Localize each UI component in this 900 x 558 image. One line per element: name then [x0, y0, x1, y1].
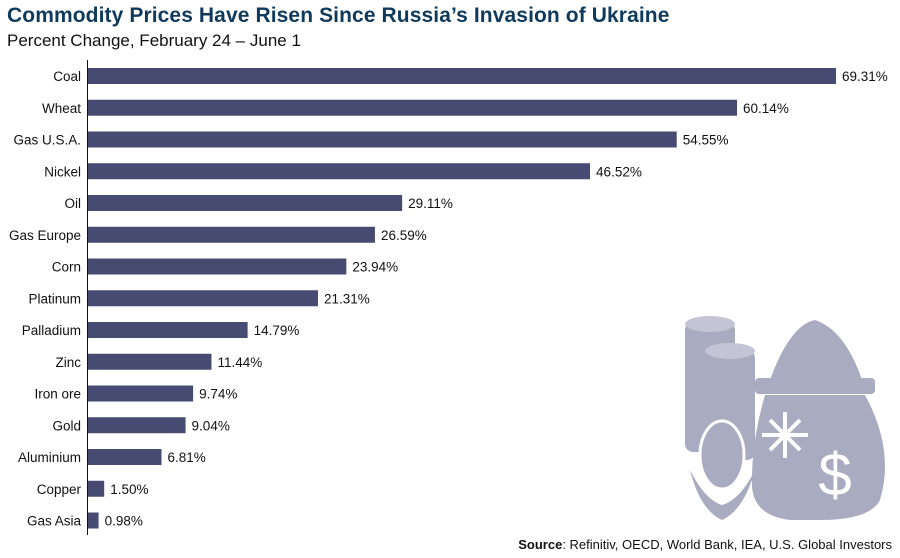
data-label: 9.74% — [199, 387, 237, 402]
bar — [88, 480, 105, 497]
data-label: 23.94% — [352, 260, 398, 275]
data-label: 9.04% — [192, 418, 230, 433]
category-label: Iron ore — [34, 387, 81, 402]
category-label: Gas Europe — [9, 228, 81, 243]
category-label: Wheat — [42, 101, 81, 116]
svg-text:$: $ — [818, 441, 851, 508]
data-label: 69.31% — [842, 69, 888, 84]
category-label: Nickel — [44, 164, 81, 179]
data-label: 60.14% — [743, 101, 789, 116]
commodities-icon: $ — [685, 316, 885, 520]
data-label: 1.50% — [110, 482, 148, 497]
category-label: Coal — [53, 69, 81, 84]
data-label: 26.59% — [381, 228, 427, 243]
data-label: 0.98% — [105, 514, 143, 529]
bar — [88, 163, 591, 180]
data-label: 21.31% — [324, 291, 370, 306]
bar — [88, 449, 162, 465]
data-label: 54.55% — [683, 133, 729, 148]
category-label: Gas U.S.A. — [13, 133, 81, 148]
category-label: Palladium — [22, 323, 81, 338]
bar — [88, 512, 99, 529]
category-label: Platinum — [28, 291, 81, 306]
bar — [88, 290, 318, 307]
data-label: 14.79% — [254, 323, 300, 338]
source-text: : Refinitiv, OECD, World Bank, IEA, U.S.… — [562, 537, 892, 552]
category-label: Aluminium — [18, 450, 81, 465]
bar — [88, 385, 194, 402]
category-label: Copper — [37, 482, 82, 497]
category-label: Corn — [52, 260, 81, 275]
bar — [88, 195, 403, 211]
bar — [88, 417, 186, 434]
data-label: 46.52% — [596, 164, 642, 179]
data-label: 6.81% — [167, 450, 205, 465]
bar — [88, 353, 212, 370]
bar — [88, 131, 677, 148]
chart-subtitle: Percent Change, February 24 – June 1 — [7, 31, 301, 50]
category-label: Oil — [65, 196, 82, 211]
data-label: 29.11% — [408, 196, 453, 211]
data-label: 11.44% — [217, 355, 262, 370]
bar — [88, 258, 347, 275]
category-label: Zinc — [55, 355, 81, 370]
chart-title: Commodity Prices Have Risen Since Russia… — [7, 4, 670, 27]
source-label: Source — [518, 537, 563, 552]
bar — [88, 68, 836, 84]
category-label: Gold — [52, 418, 81, 433]
bar — [88, 226, 375, 243]
source-note: Source: Refinitiv, OECD, World Bank, IEA… — [518, 537, 892, 552]
category-label: Gas Asia — [27, 514, 82, 529]
bar — [88, 322, 248, 338]
bar — [88, 99, 738, 116]
